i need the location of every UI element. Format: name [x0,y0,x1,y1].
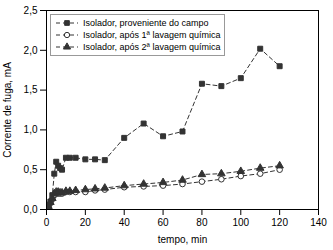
svg-text:60: 60 [158,217,170,228]
svg-text:80: 80 [196,217,208,228]
svg-text:20: 20 [80,217,92,228]
svg-text:2,5: 2,5 [24,5,38,16]
svg-text:Corrente de fuga, mA: Corrente de fuga, mA [2,62,13,158]
svg-text:140: 140 [310,217,327,228]
html-text:Isolador, após 1ª lavagem quím: Isolador, após 1ª lavagem química [83,30,221,40]
svg-text:100: 100 [232,217,249,228]
svg-text:0,5: 0,5 [24,164,38,175]
html-text:Isolador, após 2ª lavagem quím: Isolador, após 2ª lavagem química [83,42,221,52]
html-text:Isolador, proveniente do campo: Isolador, proveniente do campo [83,18,209,28]
svg-text:0: 0 [44,217,50,228]
svg-text:1,0: 1,0 [24,124,38,135]
svg-text:2,0: 2,0 [24,45,38,56]
svg-text:40: 40 [119,217,131,228]
svg-text:1,5: 1,5 [24,84,38,95]
svg-text:0,0: 0,0 [24,204,38,215]
svg-text:120: 120 [271,217,288,228]
svg-text:tempo, min: tempo, min [158,234,207,245]
